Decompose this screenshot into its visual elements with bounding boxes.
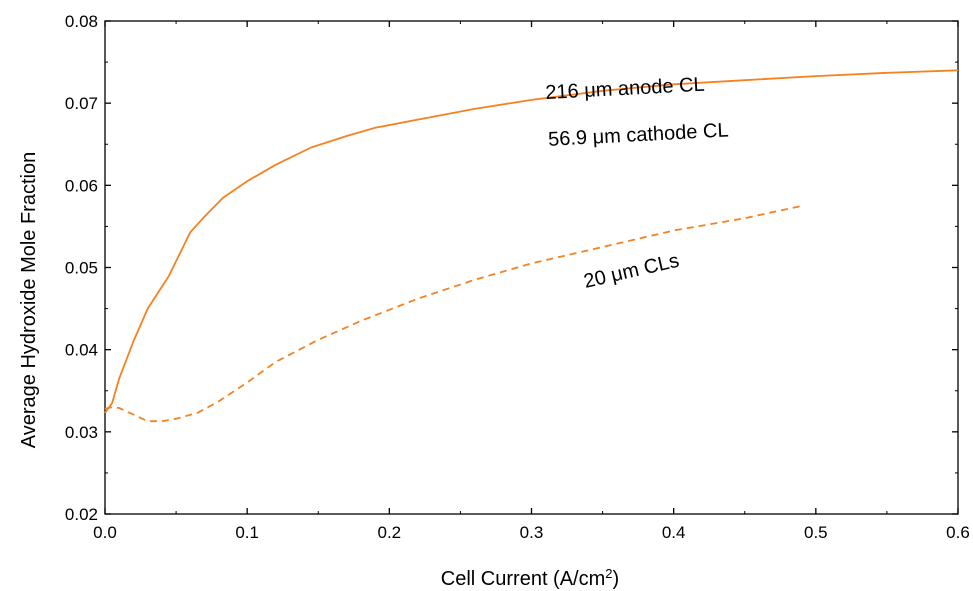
series-216um-anode-line [104,69,959,414]
x-tick-label: 0.4 [662,523,686,542]
y-tick-label: 0.05 [65,259,98,278]
series-20um-cls-line [104,205,802,423]
annotation-label: 56.9 μm cathode CL [548,119,729,150]
x-tick-label: 0.6 [946,523,970,542]
series-lines [104,69,959,423]
x-tick-label: 0.1 [235,523,259,542]
x-axis-title: Cell Current (A/cm2) [441,566,619,591]
x-tick-label: 0.3 [520,523,544,542]
x-axis-ticks: 0.0 0.1 0.2 0.3 0.4 0.5 0.6 [93,21,970,542]
annotations: 216 μm anode CL 56.9 μm cathode CL 20 μm C… [545,74,729,293]
plot-frame [104,20,959,515]
y-tick-label: 0.07 [65,94,98,113]
y-tick-label: 0.06 [65,176,98,195]
y-axis-title: Average Hydroxide Mole Fraction [18,152,40,448]
x-tick-label: 0.0 [93,523,117,542]
y-tick-label: 0.02 [65,505,98,524]
y-tick-label: 0.08 [65,12,98,31]
x-tick-label: 0.5 [804,523,828,542]
y-axis-ticks: 0.02 0.03 0.04 0.05 0.06 0.07 0.08 [65,12,958,524]
y-tick-label: 0.03 [65,423,98,442]
y-tick-label: 0.04 [65,341,98,360]
annotation-label: 216 μm anode CL [545,74,705,104]
plot-border [104,20,959,515]
x-tick-label: 0.2 [378,523,402,542]
annotation-label: 20 μm CLs [582,250,682,293]
